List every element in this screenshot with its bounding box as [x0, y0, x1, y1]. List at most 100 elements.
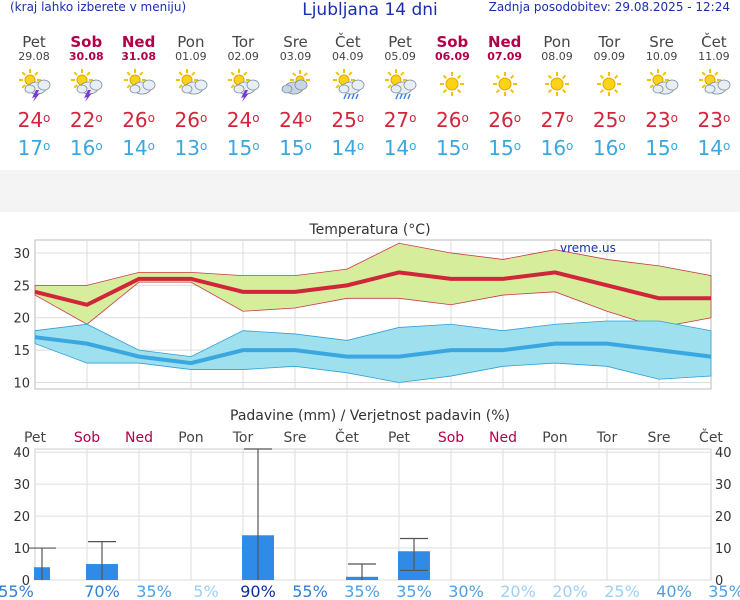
precip-probability: 20%: [500, 582, 536, 600]
precip-probability: 35%: [708, 582, 740, 600]
precip-bar: [34, 567, 50, 580]
day-column: Pet 29.08 24o 17o: [8, 34, 60, 160]
precip-probability: 35%: [344, 582, 380, 600]
min-temp: 14o: [697, 136, 731, 160]
max-temp: 25o: [331, 108, 365, 132]
temperature-y-tick: 20: [13, 312, 30, 327]
precip-probability: 35%: [396, 582, 432, 600]
day-date: 09.09: [593, 50, 626, 63]
precip-probability: 55%: [292, 582, 328, 600]
precip-probability: 5%: [193, 582, 218, 600]
precip-y-tick-right: 0: [715, 574, 723, 589]
min-temp: 14o: [122, 136, 155, 160]
precip-day-label: Čet: [335, 428, 359, 446]
precip-day-label: Tor: [232, 430, 254, 446]
temperature-chart-title: Temperatura (°C): [308, 222, 430, 238]
precip-probability: 25%: [604, 582, 640, 600]
day-name: Čet: [701, 33, 727, 51]
day-name: Sre: [283, 33, 308, 51]
sun-cloud-icon: [175, 69, 208, 95]
precip-probability: 70%: [84, 582, 120, 600]
max-temp: 26o: [435, 108, 469, 132]
min-temp-band: [34, 320, 712, 383]
sun-cloud-lightning-icon: [228, 69, 260, 102]
sun-cloud-icon: [646, 69, 678, 95]
day-name: Sob: [436, 33, 469, 51]
temperature-y-tick: 15: [13, 344, 30, 359]
max-temp: 23o: [697, 108, 731, 132]
precip-bar: [346, 576, 378, 580]
day-column: Tor 09.09 25o 16o: [583, 34, 635, 160]
day-name: Tor: [598, 33, 621, 51]
sun-icon: [440, 72, 465, 96]
sun-cloud-icon: [123, 69, 155, 95]
sun-cloud-rain-icon: [332, 69, 365, 100]
precip-day-label: Tor: [596, 430, 618, 446]
precip-probability: 30%: [448, 582, 484, 600]
day-name: Tor: [232, 33, 255, 51]
precip-probability: 55%: [0, 582, 34, 600]
min-temp: 15o: [645, 136, 678, 160]
day-date: 10.09: [645, 50, 678, 63]
precip-y-tick-right: 40: [715, 446, 732, 461]
sun-cloud-icon: [698, 69, 731, 95]
precip-y-tick-left: 40: [13, 446, 30, 461]
min-temp: 15o: [279, 136, 312, 160]
max-temp-band: [34, 242, 712, 328]
day-date: 29.08: [18, 50, 50, 63]
min-temp-line: [34, 335, 712, 366]
sun-icon: [545, 72, 569, 96]
day-column: Ned 31.08 26o 14o: [113, 34, 165, 160]
watermark: vreme.us: [560, 241, 616, 255]
max-temp: 25o: [592, 108, 626, 132]
sun-cloud-lightning-icon: [71, 69, 103, 102]
max-temp: 27o: [540, 108, 574, 132]
precip-chart-title: Padavine (mm) / Verjetnost padavin (%): [230, 408, 510, 424]
temperature-y-tick: 10: [13, 377, 30, 392]
day-name: Ned: [487, 33, 522, 51]
sun-cloud-rain-icon: [385, 69, 417, 100]
precip-bar: [398, 551, 430, 580]
day-date: 31.08: [121, 50, 156, 63]
precip-day-label: Pet: [24, 430, 47, 446]
day-date: 11.09: [698, 50, 730, 63]
precip-day-label: Pon: [542, 430, 567, 446]
precip-probability: 35%: [136, 582, 172, 600]
min-temp: 16o: [69, 136, 103, 160]
day-name: Pet: [388, 33, 412, 51]
precip-day-label: Pet: [388, 430, 411, 446]
location-menu-hint[interactable]: (kraj lahko izberete v meniju): [10, 0, 187, 14]
temperature-y-tick: 30: [13, 247, 30, 262]
precip-y-tick-left: 30: [13, 478, 30, 493]
page-title: Ljubljana 14 dni: [302, 0, 438, 20]
day-column: Čet 11.09 23o 14o: [688, 34, 740, 160]
precip-y-tick-right: 20: [715, 510, 732, 525]
max-temp: 24o: [226, 108, 260, 132]
day-date: 08.09: [541, 50, 573, 63]
precip-bar: [242, 535, 274, 580]
min-temp: 17o: [17, 136, 51, 160]
precip-day-label: Čet: [699, 428, 723, 446]
precip-probability: 20%: [552, 582, 588, 600]
last-updated: Zadnja posodobitev: 29.08.2025 - 12:24: [488, 0, 730, 14]
max-temp: 22o: [69, 108, 103, 132]
max-temp-line: [34, 270, 711, 307]
min-temp: 14o: [383, 136, 417, 160]
day-name: Ned: [121, 33, 156, 51]
temperature-y-tick: 25: [13, 279, 30, 294]
day-name: Sre: [649, 33, 674, 51]
sun-cloud-lightning-icon: [19, 69, 51, 102]
precip-day-label: Ned: [489, 430, 517, 446]
cloud-icon: [281, 70, 310, 95]
day-date: 01.09: [175, 50, 207, 63]
separator-band: [0, 170, 740, 212]
min-temp: 15o: [488, 136, 522, 160]
min-temp: 16o: [540, 136, 574, 160]
sun-icon: [597, 72, 622, 96]
day-date: 04.09: [332, 50, 364, 63]
precip-day-label: Pon: [178, 430, 203, 446]
precip-bar: [86, 564, 118, 580]
precip-day-label: Ned: [125, 430, 153, 446]
day-column: Čet 04.09 25o 14o: [322, 34, 374, 160]
precip-y-tick-left: 20: [13, 510, 30, 525]
